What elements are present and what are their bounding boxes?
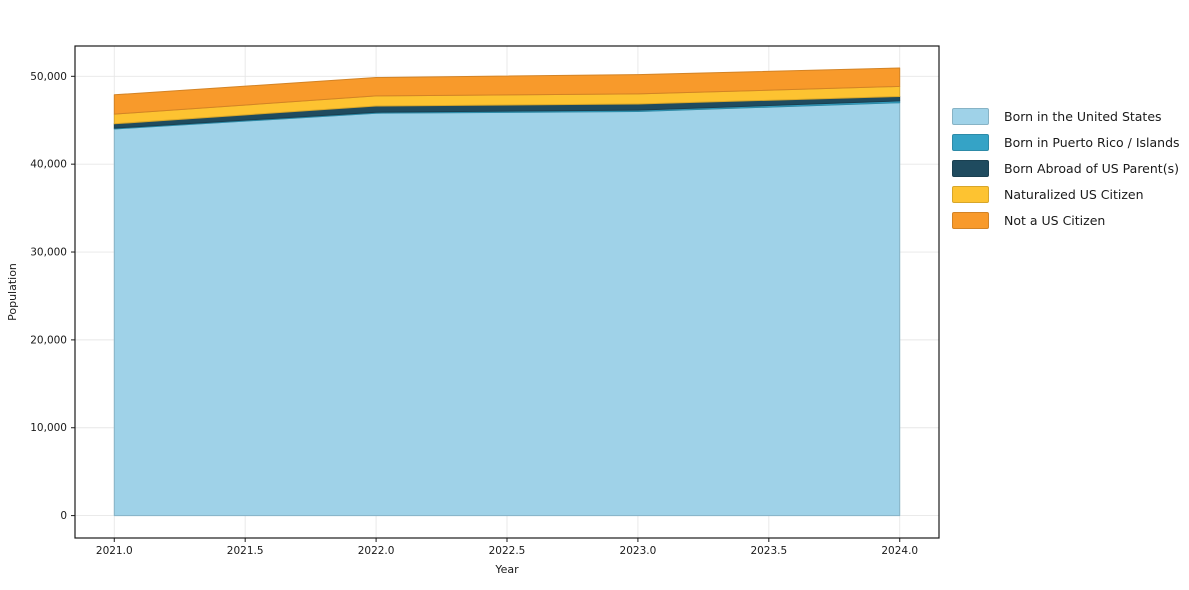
legend-swatch <box>952 159 989 177</box>
area-series-4 <box>113 67 901 115</box>
legend-item: Born in the United States <box>952 103 1180 129</box>
legend-item: Born Abroad of US Parent(s) <box>952 155 1180 181</box>
tick-marks <box>71 75 901 542</box>
x-tick-label: 2022.0 <box>358 545 395 557</box>
x-tick-label: 2023.5 <box>750 545 787 557</box>
legend-swatch <box>952 185 989 203</box>
legend-label: Not a US Citizen <box>1004 212 1106 228</box>
y-tick-label: 40,000 <box>30 159 67 171</box>
legend-label: Born in the United States <box>1004 108 1162 124</box>
y-tick-label: 30,000 <box>30 247 67 259</box>
legend-swatch <box>952 107 989 125</box>
legend-item: Naturalized US Citizen <box>952 181 1180 207</box>
tick-labels: 2021.0 2021.5 2022.0 2022.5 2023.0 2023.5 2024… <box>30 71 918 557</box>
x-tick-label: 2024.0 <box>881 545 918 557</box>
y-tick-label: 50,000 <box>30 71 67 83</box>
legend: Born in the United States Born in Puerto… <box>952 103 1180 233</box>
legend-swatch <box>952 211 989 229</box>
x-axis-label: Year <box>494 563 519 576</box>
y-axis-label: Population <box>6 263 19 321</box>
x-tick-label: 2023.0 <box>620 545 657 557</box>
y-tick-label: 0 <box>60 510 67 522</box>
x-tick-label: 2022.5 <box>489 545 526 557</box>
legend-swatch <box>952 133 989 151</box>
y-tick-label: 10,000 <box>30 422 67 434</box>
legend-label: Born Abroad of US Parent(s) <box>1004 160 1179 176</box>
area-series-0 <box>113 102 901 517</box>
legend-label: Naturalized US Citizen <box>1004 186 1144 202</box>
y-tick-label: 20,000 <box>30 334 67 346</box>
legend-label: Born in Puerto Rico / Islands <box>1004 134 1180 150</box>
x-tick-label: 2021.0 <box>96 545 133 557</box>
x-tick-label: 2021.5 <box>227 545 264 557</box>
legend-item: Not a US Citizen <box>952 207 1180 233</box>
legend-item: Born in Puerto Rico / Islands <box>952 129 1180 155</box>
